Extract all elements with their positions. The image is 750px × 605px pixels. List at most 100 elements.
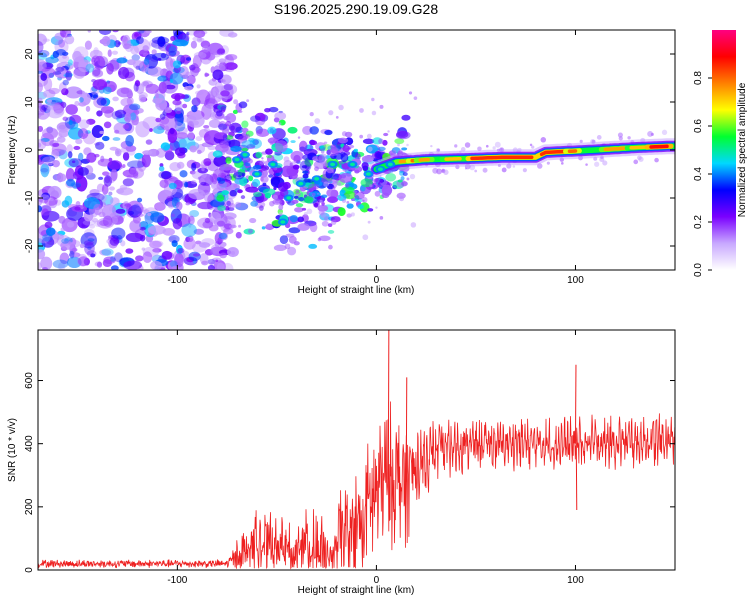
spectrogram-noise-blob	[169, 183, 177, 189]
spectrogram-scatter-dot	[502, 168, 507, 173]
spectrogram-noise-blob	[42, 267, 48, 271]
spectrogram-noise-blob	[137, 198, 142, 203]
spectrogram-noise-blob	[139, 94, 147, 102]
spectrogram-scatter-dot	[226, 176, 230, 180]
spectrogram-hot-core	[330, 163, 335, 167]
spectrogram-noise-blob	[136, 36, 144, 44]
spectrogram-noise-blob	[79, 54, 84, 59]
spectrogram-noise-blob	[110, 237, 119, 246]
spectrogram-noise-blob	[86, 106, 90, 112]
spectrogram-scatter-dot	[654, 158, 659, 163]
spectrogram-scatter-dot	[474, 170, 477, 173]
spectrogram-noise-blob	[184, 182, 188, 188]
spectrogram-scatter-dot	[372, 111, 377, 116]
spectrogram-noise-blob	[123, 152, 129, 161]
spectrogram-noise-blob	[95, 262, 102, 267]
spectrogram-core-segment	[472, 157, 532, 158]
spectrogram-noise-blob	[134, 33, 139, 37]
spectrogram-noise-blob	[58, 133, 62, 139]
spectrogram-transition-blob	[290, 215, 298, 222]
spectrogram-noise-blob	[191, 105, 197, 112]
spectrogram-transition-blob	[229, 123, 242, 133]
spectrogram-scatter-dot	[619, 136, 623, 140]
spectrogram-transition-blob	[347, 203, 354, 208]
spectrogram-scatter-dot	[314, 166, 319, 171]
y-tick-label: 200	[24, 498, 35, 515]
spectrogram-hot-core	[286, 196, 291, 200]
spectrogram-noise-blob	[197, 84, 201, 88]
spectrogram-noise-blob	[215, 259, 218, 262]
spectrogram-noise-blob	[73, 146, 80, 150]
spectrogram-noise-blob	[169, 128, 174, 134]
spectrogram-noise-blob	[189, 145, 197, 152]
spectrogram-scatter-dot	[310, 145, 313, 148]
spectrogram-noise-blob	[91, 57, 95, 62]
spectrogram-noise-blob	[74, 206, 80, 210]
spectrogram-transition-blob	[304, 196, 313, 203]
spectrogram-noise-blob	[184, 86, 193, 91]
spectrogram-noise-blob	[137, 28, 144, 34]
spectrogram-noise-blob	[104, 110, 113, 118]
spectrogram-scatter-dot	[248, 159, 253, 164]
spectrogram-transition-blob	[354, 149, 359, 152]
spectrogram-hot-core	[270, 163, 275, 167]
spectrogram-noise-blob	[118, 67, 129, 79]
spectrogram-noise-blob	[54, 110, 64, 115]
spectrogram-noise-blob	[86, 152, 96, 162]
spectrogram-scatter-dot	[359, 108, 364, 113]
spectrogram-noise-blob	[191, 41, 197, 49]
spectrogram-noise-blob	[56, 173, 66, 181]
spectrogram-noise-blob	[166, 196, 172, 201]
spectrogram-noise-blob	[170, 36, 175, 41]
spectrogram-scatter-dot	[443, 170, 448, 175]
spectrogram-noise-blob	[189, 252, 201, 262]
spectrogram-scatter-dot	[296, 189, 300, 193]
spectrogram-transition-blob	[263, 188, 276, 195]
spectrogram-noise-blob	[143, 45, 149, 51]
colorbar-tick-label: 0.6	[693, 119, 704, 133]
spectrogram-noise-blob	[159, 82, 167, 94]
spectrogram-hot-core	[366, 172, 371, 176]
spectrogram-core-segment	[631, 147, 645, 148]
spectrogram-noise-blob	[193, 253, 200, 256]
spectrogram-noise-blob	[149, 128, 153, 132]
spectrogram-noise-blob	[168, 121, 183, 129]
spectrogram-scatter-dot	[375, 206, 377, 208]
spectrogram-noise-blob	[143, 251, 153, 263]
spectrogram-noise-blob	[158, 171, 172, 179]
spectrogram-scatter-dot	[321, 150, 324, 153]
colorbar-ticks: 0.00.20.40.60.8	[693, 71, 712, 277]
spectrogram-noise-blob	[123, 124, 129, 129]
spectrogram-scatter-dot	[406, 144, 409, 147]
spectrogram-scatter-dot	[318, 238, 322, 242]
spectrogram-scatter-dot	[594, 162, 599, 167]
spectrogram-noise-blob	[228, 32, 238, 37]
spectrogram-transition-blob	[229, 225, 237, 229]
spectrogram-noise-blob	[173, 218, 182, 230]
spectrogram-transition-blob	[218, 103, 223, 106]
spectrogram-noise-blob	[217, 221, 225, 227]
spectrogram-scatter-dot	[580, 140, 583, 143]
spectrogram-scatter-dot	[359, 135, 363, 139]
spectrogram-noise-blob	[188, 131, 194, 140]
spectrogram-noise-blob	[144, 58, 150, 65]
spectrogram-transition-blob	[294, 207, 303, 212]
spectrogram-scatter-dot	[637, 155, 642, 160]
spectrogram-noise-blob	[201, 167, 204, 172]
spectrogram-transition-blob	[218, 178, 226, 184]
spectrogram-noise-blob	[172, 39, 188, 46]
spectrogram-transition-blob	[358, 204, 364, 209]
spectrogram-scatter-dot	[633, 159, 638, 164]
spectrogram-transition-blob	[219, 164, 232, 171]
spectrogram-transition-blob	[262, 226, 266, 229]
spectrogram-core-segment	[420, 160, 428, 161]
spectrogram-noise-blob	[202, 45, 210, 52]
spectrogram-transition-blob	[223, 134, 228, 139]
spectrogram-hot-core	[298, 182, 303, 186]
spectrogram-scatter-dot	[371, 98, 374, 101]
spectrogram-noise-blob	[40, 73, 47, 81]
spectrogram-transition-blob	[230, 146, 241, 152]
spectrogram-scatter-dot	[310, 112, 314, 116]
spectrogram-noise-blob	[53, 260, 69, 269]
spectrogram-noise-blob	[211, 244, 220, 253]
